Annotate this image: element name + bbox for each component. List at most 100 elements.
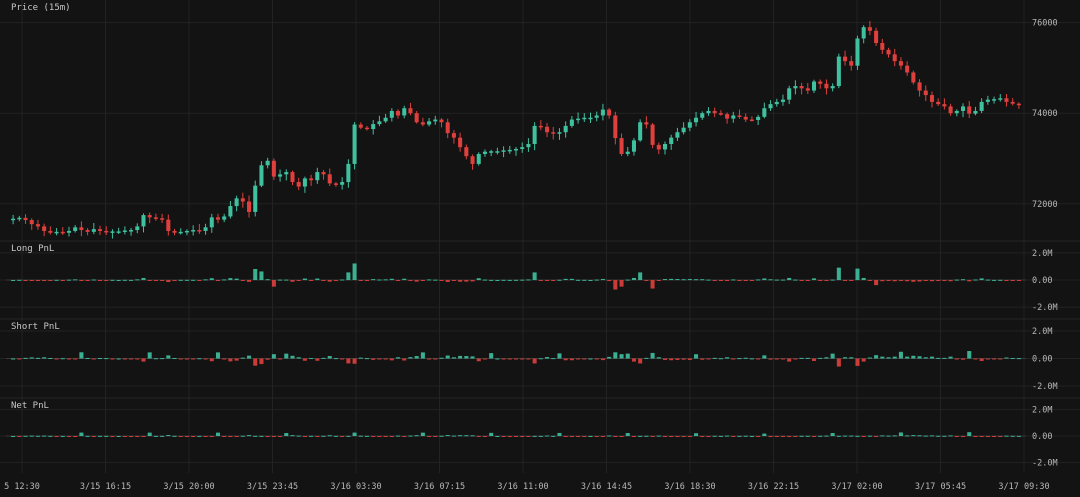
pnl-bar (712, 357, 717, 359)
pnl-bar (209, 278, 214, 280)
pnl-bar (489, 279, 494, 281)
pnl-bar (17, 436, 22, 437)
candle-body (774, 101, 779, 105)
pnl-bar (880, 435, 885, 437)
pnl-bar (48, 358, 53, 360)
pnl-bar (91, 358, 96, 360)
pnl-bar (234, 278, 239, 280)
candle-body (513, 148, 519, 151)
pnl-bar (874, 436, 879, 437)
candle-body (470, 156, 475, 164)
pnl-bar (538, 435, 543, 437)
pnl-bar (507, 279, 512, 281)
pnl-bar (973, 358, 978, 360)
pnl-bar (427, 358, 432, 360)
candle-body (948, 106, 953, 114)
net-pnl-panel-title: Net PnL (11, 401, 49, 411)
pnl-bar (35, 280, 40, 281)
candle-body (11, 218, 16, 221)
candle-body (607, 109, 612, 116)
pnl-bar (1016, 435, 1021, 437)
pnl-bar (321, 435, 326, 437)
candle-body (619, 138, 624, 154)
pnl-bar (824, 280, 829, 281)
pnl-bar (364, 435, 370, 437)
pnl-bar (346, 435, 351, 437)
pnl-bar (129, 279, 134, 281)
candle-body (358, 124, 363, 128)
pnl-bar (836, 358, 841, 367)
candle-body (98, 229, 103, 231)
pnl-bar (501, 436, 506, 437)
pnl-bar (594, 358, 599, 360)
pnl-bar (352, 358, 357, 364)
candle-body (278, 174, 283, 177)
pnl-bar (787, 358, 792, 362)
pnl-bar (408, 280, 413, 281)
pnl-bar (830, 279, 835, 281)
pnl-bar (358, 357, 363, 359)
pnl-bar (358, 280, 363, 281)
candle-body (364, 127, 370, 130)
pnl-bar (1016, 280, 1021, 281)
pnl-bar (333, 280, 338, 281)
pnl-bar (588, 436, 593, 437)
pnl-bar (427, 436, 432, 437)
pnl-bar (607, 280, 612, 282)
pnl-bar (569, 358, 574, 361)
pnl-bar (849, 357, 854, 359)
pnl-bar (122, 358, 127, 360)
candle-body (992, 99, 997, 101)
pnl-bar (191, 358, 196, 360)
pnl-bar (762, 355, 767, 359)
pnl-bar (35, 435, 40, 437)
pnl-bar (725, 435, 730, 437)
pnl-bar (23, 280, 28, 281)
candle-body (594, 115, 599, 118)
pnl-bar (973, 436, 978, 437)
candle-body (917, 82, 922, 91)
pnl-bar (11, 358, 16, 360)
pnl-bar (923, 280, 928, 281)
pnl-bar (780, 436, 785, 437)
pnl-bar (613, 352, 618, 359)
pnl-bar (936, 280, 941, 281)
candle-body (129, 230, 134, 232)
candle-body (433, 119, 438, 122)
candle-body (414, 113, 419, 123)
pnl-bar (222, 358, 227, 360)
pnl-bar (948, 435, 953, 437)
candle-body (942, 104, 947, 107)
pnl-bar (799, 435, 804, 437)
pnl-bar (247, 355, 252, 359)
pnl-bar (631, 358, 636, 362)
candle-body (712, 110, 717, 114)
pnl-bar (141, 358, 146, 362)
pnl-bar (42, 280, 47, 281)
pnl-bar (700, 358, 705, 360)
pnl-bar (153, 358, 158, 360)
candle-body (650, 124, 655, 145)
pnl-bar (855, 268, 860, 280)
pnl-bar (265, 279, 270, 281)
short-pnl-panel-title: Short PnL (11, 322, 60, 332)
pnl-bar (1016, 358, 1021, 360)
pnl-bar (662, 358, 668, 360)
pnl-bar (793, 279, 798, 281)
candle-body (309, 178, 314, 181)
pnl-bar (302, 358, 307, 361)
candle-body (315, 172, 320, 181)
candle-body (247, 201, 252, 212)
pnl-bar (576, 279, 581, 281)
pnl-bar (811, 278, 817, 280)
candle-body (756, 116, 761, 120)
candle-body (1010, 101, 1015, 104)
candle-body (110, 231, 115, 233)
pnl-bar (290, 355, 295, 359)
pnl-bar (458, 280, 463, 282)
pnl-bar (998, 358, 1003, 360)
pnl-bar (333, 435, 338, 437)
pnl-bar (725, 280, 730, 281)
pnl-bar (73, 279, 78, 281)
pnl-bar (911, 435, 916, 437)
